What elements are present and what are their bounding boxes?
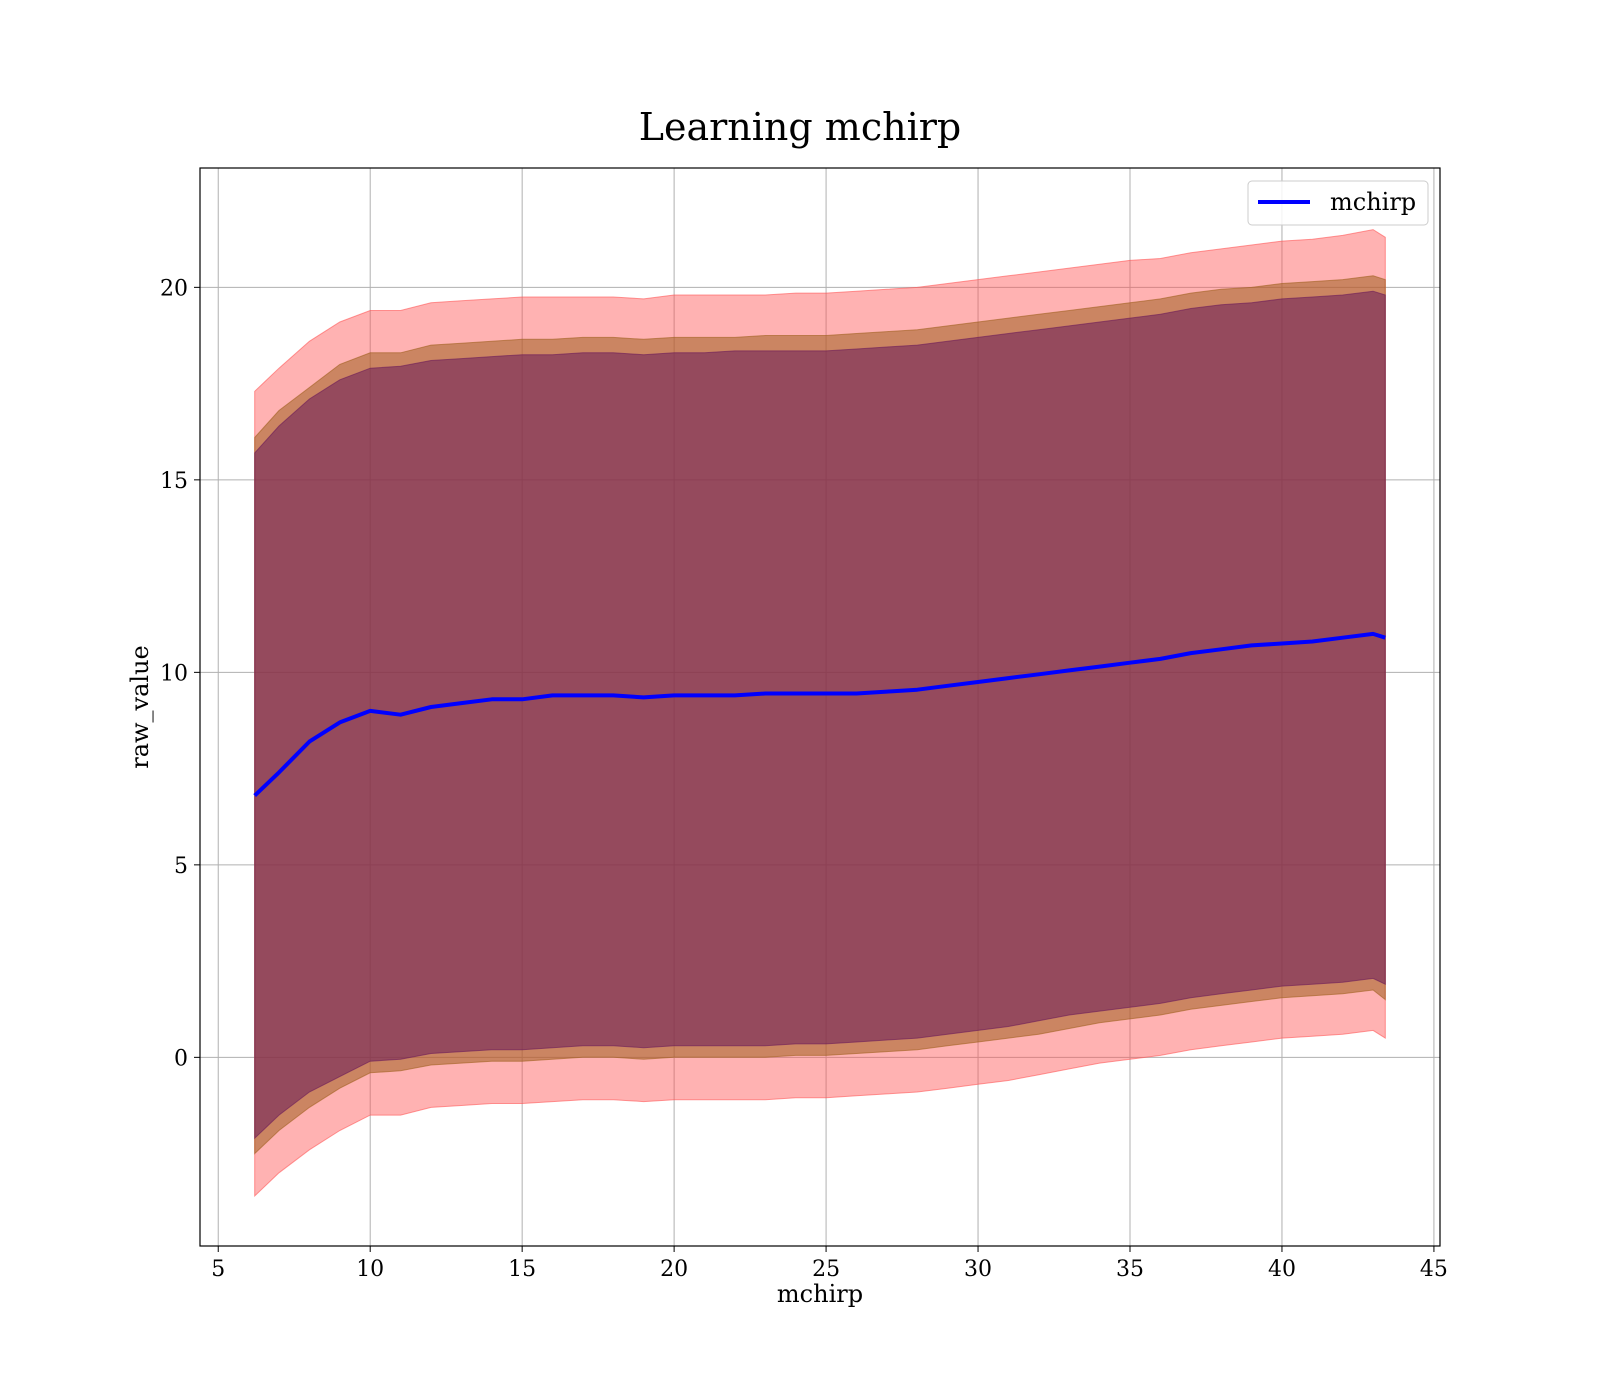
series-lines <box>253 631 1386 798</box>
x-tick-label: 30 <box>964 1257 992 1282</box>
series-line-mchirp <box>253 631 1386 798</box>
x-tick-label: 25 <box>812 1257 840 1282</box>
x-tick-label: 35 <box>1116 1257 1144 1282</box>
y-ticks: 0 5 10 15 20 <box>160 276 200 1071</box>
plot-frame <box>199 167 1441 1247</box>
x-ticks: 5 10 15 20 25 30 35 40 45 <box>211 1246 1448 1282</box>
legend-label-mchirp: mchirp <box>1330 188 1416 216</box>
y-tick-label: 15 <box>160 469 188 494</box>
chart-title: Learning mchirp <box>639 105 961 149</box>
legend-box <box>1247 180 1429 226</box>
x-tick-label: 40 <box>1268 1257 1296 1282</box>
x-tick-label: 10 <box>356 1257 384 1282</box>
x-tick-label: 45 <box>1420 1257 1448 1282</box>
y-tick-label: 5 <box>174 854 188 879</box>
x-axis-label: mchirp <box>777 1280 863 1308</box>
y-axis-label: raw_value <box>126 645 154 769</box>
x-tick-label: 15 <box>508 1257 536 1282</box>
bands <box>254 229 1386 1198</box>
y-tick-label: 0 <box>174 1046 188 1071</box>
y-tick-label: 20 <box>160 276 188 301</box>
y-tick-label: 10 <box>160 661 188 686</box>
band-inner <box>254 290 1386 1140</box>
x-tick-label: 5 <box>211 1257 225 1282</box>
legend: mchirp <box>1247 180 1429 226</box>
x-tick-label: 20 <box>660 1257 688 1282</box>
